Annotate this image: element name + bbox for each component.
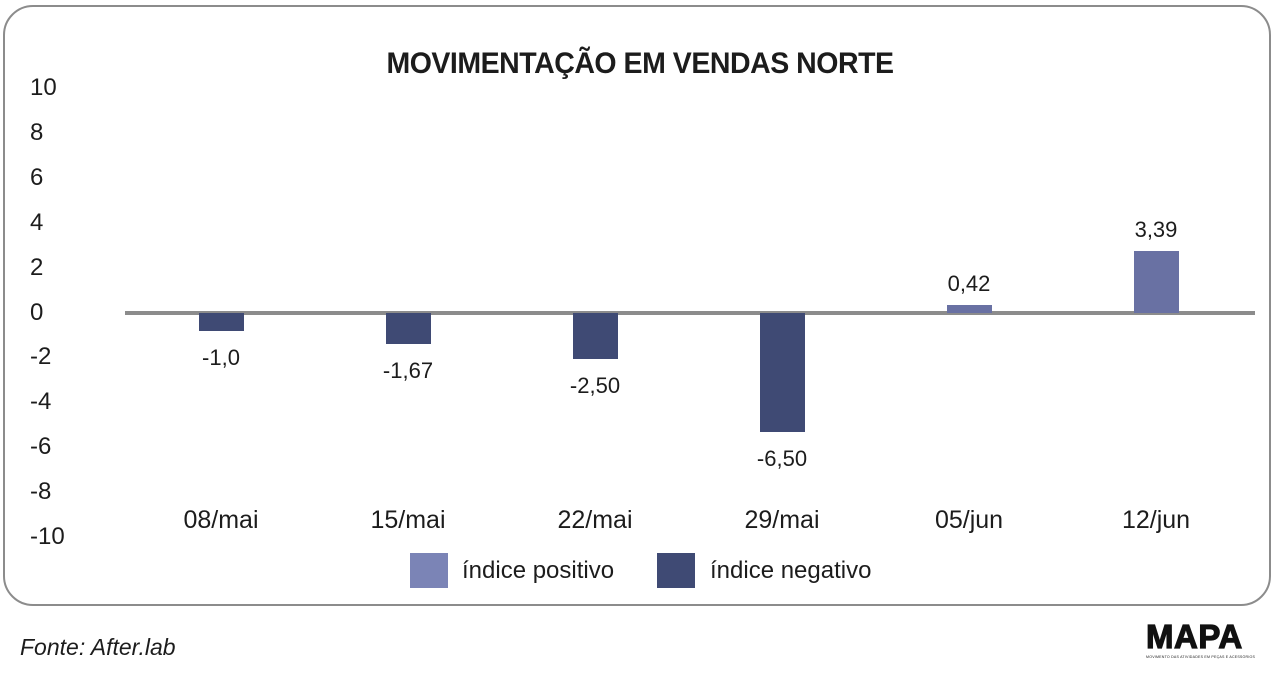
bar-05/jun bbox=[946, 305, 992, 313]
y-tick-label: -2 bbox=[30, 343, 52, 371]
mapa-logo: MAPA MOVIMENTO DAS ATIVIDADES EM PEÇAS E… bbox=[1145, 618, 1262, 659]
bar-value-label: 3,39 bbox=[1134, 217, 1178, 242]
legend-swatch-negative bbox=[657, 553, 695, 588]
x-axis-label: 05/jun bbox=[934, 506, 1004, 534]
y-tick-label: 2 bbox=[30, 253, 44, 281]
bar-12/jun bbox=[1133, 251, 1179, 313]
y-tick-label: -4 bbox=[30, 388, 52, 416]
bar-15/mai bbox=[385, 313, 431, 344]
bar-value-label: -1,0 bbox=[202, 345, 240, 370]
bar-value-label: -2,50 bbox=[569, 373, 621, 398]
y-tick-label: 0 bbox=[30, 298, 44, 326]
bar-value-label: -1,67 bbox=[382, 358, 434, 383]
y-tick-label: -10 bbox=[30, 523, 65, 550]
source-note: Fonte: After.lab bbox=[20, 634, 176, 660]
bar-value-label: 0,42 bbox=[947, 271, 991, 296]
mapa-logo-tagline: MOVIMENTO DAS ATIVIDADES EM PEÇAS E ACES… bbox=[1146, 655, 1256, 659]
legend-swatch-positive bbox=[410, 553, 448, 588]
y-tick-label: -6 bbox=[30, 433, 52, 461]
y-tick-label: 6 bbox=[30, 163, 44, 191]
x-axis-label: 08/mai bbox=[183, 506, 259, 534]
bar-value-label: -6,50 bbox=[756, 446, 808, 471]
y-tick-label: 4 bbox=[30, 208, 44, 236]
legend-label-negative: índice negativo bbox=[710, 557, 872, 584]
bar-29/mai bbox=[759, 313, 805, 432]
mapa-logo-text: MAPA bbox=[1145, 618, 1243, 655]
bar-08/mai bbox=[198, 313, 244, 331]
chart-frame bbox=[3, 5, 1271, 606]
x-axis-label: 29/mai bbox=[744, 506, 820, 534]
bar-22/mai bbox=[572, 313, 618, 359]
legend-label-positive: índice positivo bbox=[462, 557, 615, 584]
x-axis-label: 22/mai bbox=[557, 506, 633, 534]
zero-axis-line bbox=[125, 311, 1255, 315]
y-tick-label: 8 bbox=[30, 118, 44, 146]
chart-title: MOVIMENTAÇÃO EM VENDAS NORTE bbox=[386, 47, 894, 80]
x-axis-label: 15/mai bbox=[370, 506, 446, 534]
x-axis-label: 12/jun bbox=[1121, 506, 1191, 534]
y-tick-label: -8 bbox=[30, 478, 52, 506]
y-tick-label: 10 bbox=[30, 74, 57, 101]
